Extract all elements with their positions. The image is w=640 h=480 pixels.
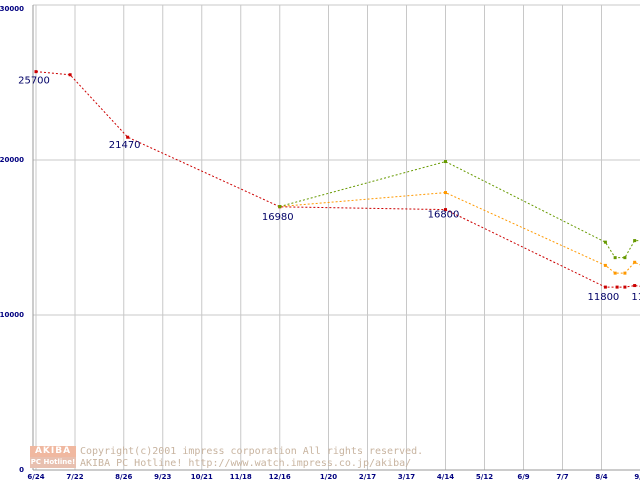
- data-point-price-green: [623, 256, 627, 260]
- logo-top-text: AKIBA: [30, 446, 76, 457]
- data-label: 25700: [18, 76, 50, 87]
- plot-area: [33, 5, 640, 470]
- data-labels: 25700 21470 16980 16800 11800 11800: [18, 76, 640, 303]
- akiba-logo: AKIBA PC Hotline!: [30, 446, 76, 468]
- data-point-price-green: [444, 160, 447, 164]
- data-label: 21470: [109, 140, 141, 151]
- x-tick-label: 12/16: [269, 473, 291, 480]
- copyright-watermark: Copyright(c)2001 impress corporation All…: [80, 446, 423, 470]
- x-tick-label: 9/23: [154, 473, 171, 480]
- data-label: 16800: [428, 210, 460, 221]
- x-tick-labels: 6/24 7/22 8/26 9/23 10/21 11/18 12/16 1/20 2/17 3…: [27, 473, 640, 480]
- series-line-price-red: [35, 71, 640, 288]
- data-point-price-red: [126, 135, 130, 139]
- logo-bottom-text: PC Hotline!: [30, 457, 76, 468]
- data-point-price-orange: [623, 271, 627, 275]
- x-tick-label: 3/17: [398, 473, 415, 480]
- x-tick-label: 4/14: [437, 473, 454, 480]
- y-tick-labels: 30000 20000 10000 0: [0, 5, 24, 474]
- y-tick-label: 20000: [0, 156, 24, 164]
- data-point-price-green: [278, 205, 282, 208]
- x-tick-label: 7/22: [66, 473, 83, 480]
- data-point-price-red: [34, 70, 38, 74]
- y-tick-label: 30000: [0, 5, 24, 13]
- y-tick-label: 10000: [0, 311, 24, 319]
- series-markers: [34, 70, 637, 289]
- x-tick-label: 2/17: [359, 473, 376, 480]
- data-point-price-orange: [603, 263, 607, 267]
- data-point-price-red: [623, 285, 627, 289]
- data-point-price-orange: [444, 191, 447, 195]
- data-point-price-green: [613, 256, 617, 260]
- y-tick-label: 0: [19, 466, 24, 474]
- data-label: 11800: [631, 292, 640, 303]
- data-point-price-green: [633, 239, 637, 243]
- data-point-price-orange: [633, 260, 637, 264]
- x-tick-label: 1/20: [320, 473, 337, 480]
- data-label: 16980: [262, 212, 294, 223]
- x-tick-label: 7/7: [556, 473, 568, 480]
- data-point-price-red: [633, 284, 637, 288]
- data-label: 11800: [587, 292, 619, 303]
- x-tick-label: 9/1: [634, 473, 640, 480]
- x-tick-label: 6/9: [517, 473, 529, 480]
- x-tick-label: 10/21: [191, 473, 213, 480]
- x-tick-label: 8/26: [115, 473, 132, 480]
- data-point-price-red: [603, 285, 607, 289]
- data-point-price-green: [603, 240, 607, 244]
- x-tick-label: 11/18: [230, 473, 252, 480]
- site-line: AKIBA PC Hotline! http://www.watch.impre…: [80, 458, 412, 469]
- x-tick-label: 8/4: [595, 473, 607, 480]
- data-point-price-orange: [613, 271, 617, 275]
- data-point-price-red: [615, 285, 619, 289]
- data-point-price-red: [68, 73, 72, 77]
- copyright-line: Copyright(c)2001 impress corporation All…: [80, 446, 424, 457]
- data-point-price-red: [444, 208, 447, 212]
- x-tick-label: 6/24: [27, 473, 44, 480]
- x-tick-label: 5/12: [476, 473, 493, 480]
